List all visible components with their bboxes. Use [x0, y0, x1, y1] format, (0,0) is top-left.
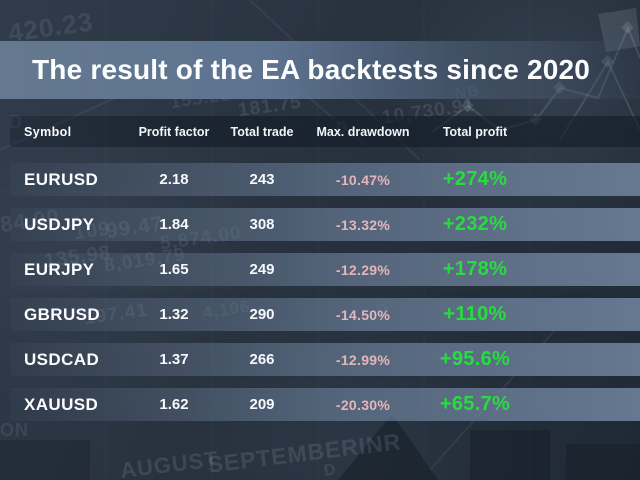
- table-row: EURJPY 1.65 249 -12.29% +178%: [10, 253, 640, 286]
- table-row: USDJPY 1.84 308 -13.32% +232%: [10, 208, 640, 241]
- symbol-cell: USDJPY: [24, 214, 95, 234]
- max-drawdown-cell: -20.30%: [335, 396, 391, 413]
- results-table: Symbol Profit factor Total trade Max. dr…: [10, 116, 640, 433]
- profit-factor-cell: 1.65: [159, 261, 189, 278]
- max-drawdown-cell: -14.50%: [335, 306, 391, 323]
- total-trade-cell: 290: [249, 306, 275, 323]
- total-trade-cell: 266: [249, 351, 275, 368]
- table-row: EURUSD 2.18 243 -10.47% +274%: [10, 163, 640, 196]
- table-row: GBRUSD 1.32 290 -14.50% +110%: [10, 298, 640, 331]
- table-row: USDCAD 1.37 266 -12.99% +95.6%: [10, 343, 640, 376]
- total-profit-cell: +178%: [442, 258, 508, 280]
- symbol-cell: GBRUSD: [24, 304, 101, 324]
- total-trade-cell: 249: [249, 261, 275, 278]
- faded-quote-text: D: [322, 461, 338, 480]
- column-header-max-drawdown: Max. drawdown: [316, 124, 410, 139]
- symbol-cell: XAUUSD: [24, 394, 99, 414]
- total-profit-cell: +274%: [442, 168, 508, 190]
- total-trade-cell: 243: [249, 171, 275, 188]
- symbol-cell: EURUSD: [24, 169, 99, 189]
- max-drawdown-cell: -10.47%: [335, 171, 391, 188]
- profit-factor-cell: 1.37: [159, 351, 189, 368]
- symbol-cell: USDCAD: [24, 349, 100, 369]
- max-drawdown-cell: -13.32%: [335, 216, 391, 233]
- total-profit-cell: +65.7%: [439, 393, 511, 415]
- page-title: The result of the EA backtests since 202…: [32, 54, 591, 85]
- faded-quote-text: SEPTEMBERINR: [206, 428, 403, 478]
- table-header: Symbol Profit factor Total trade Max. dr…: [10, 116, 640, 147]
- profit-factor-cell: 2.18: [159, 171, 189, 188]
- column-header-total-profit: Total profit: [442, 124, 508, 139]
- profit-factor-cell: 1.84: [159, 216, 189, 233]
- column-header-symbol: Symbol: [24, 124, 72, 139]
- max-drawdown-cell: -12.29%: [335, 261, 391, 278]
- total-trade-cell: 308: [249, 216, 275, 233]
- table-body: EURUSD 2.18 243 -10.47% +274% USDJPY 1.84 308 -…: [10, 163, 640, 421]
- column-header-total-trade: Total trade: [230, 124, 294, 139]
- max-drawdown-cell: -12.99%: [335, 351, 391, 368]
- table-row: XAUUSD 1.62 209 -20.30% +65.7%: [10, 388, 640, 421]
- total-profit-cell: +95.6%: [439, 348, 511, 370]
- title-banner: The result of the EA backtests since 202…: [0, 41, 640, 99]
- profit-factor-cell: 1.32: [159, 306, 189, 323]
- symbol-cell: EURJPY: [24, 259, 95, 279]
- total-trade-cell: 209: [249, 396, 275, 413]
- total-profit-cell: +232%: [442, 213, 508, 235]
- total-profit-cell: +110%: [443, 303, 507, 325]
- column-header-profit-factor: Profit factor: [138, 124, 210, 139]
- profit-factor-cell: 1.62: [159, 396, 189, 413]
- faded-quote-text: AUGUST: [118, 446, 220, 480]
